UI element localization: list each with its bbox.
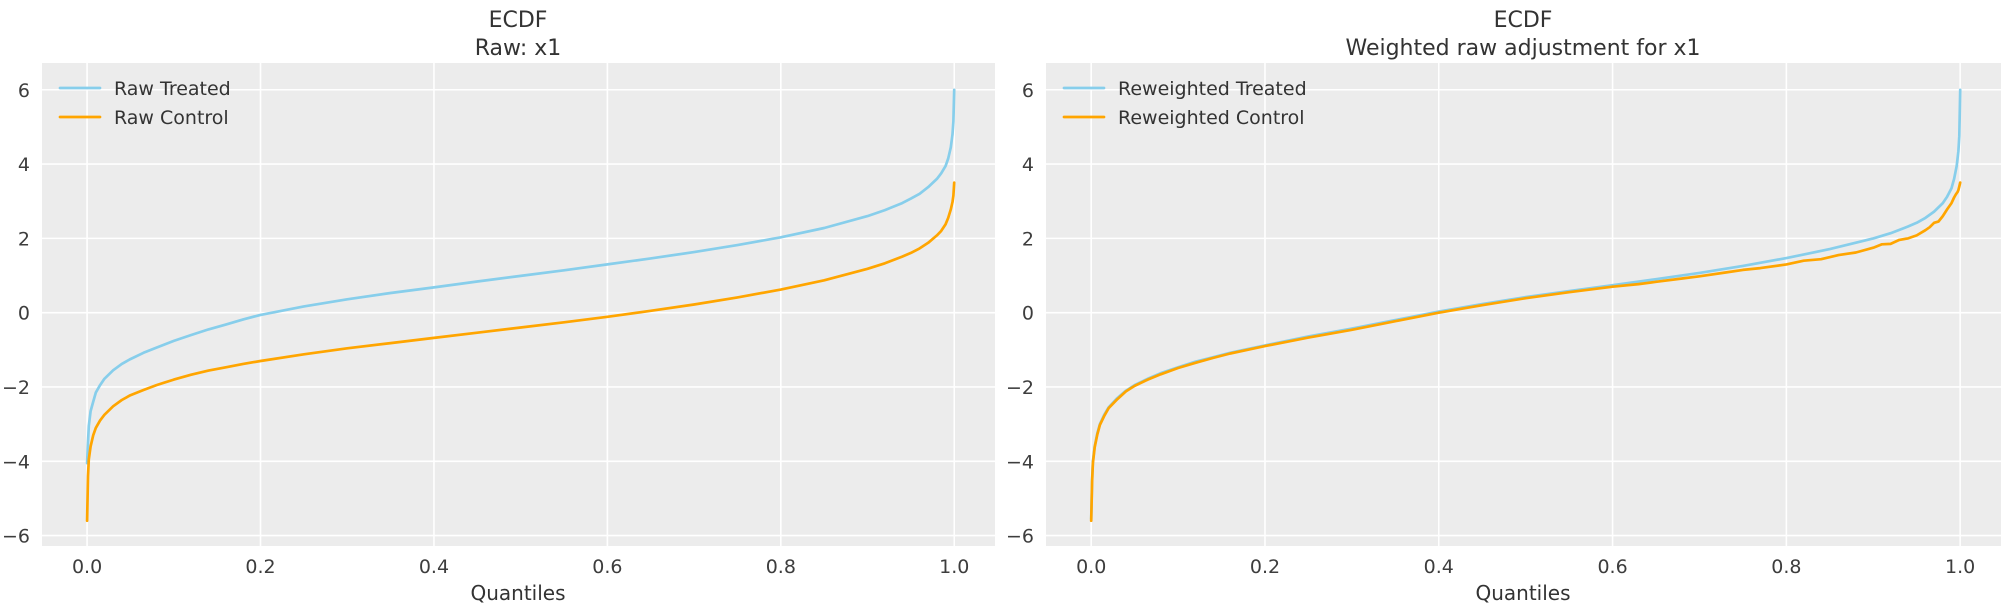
right-x-tick-label: 1.0: [1945, 556, 1975, 578]
legend-label-raw-control: Raw Control: [114, 107, 229, 129]
left-y-tick-label: −2: [2, 377, 30, 399]
left-x-tick-label: 0.6: [592, 556, 622, 578]
right-y-tick-label: −2: [1006, 377, 1034, 399]
left-x-tick-label: 0.0: [72, 556, 102, 578]
right-y-tick-label: 2: [1022, 228, 1034, 250]
legend-label-reweighted-treated: Reweighted Treated: [1118, 78, 1307, 100]
right-plot-area: [1046, 63, 2001, 546]
right-chart-title-line2: Weighted raw adjustment for x1: [1345, 36, 1700, 61]
right-x-tick-label: 0.8: [1771, 556, 1801, 578]
series-reweighted-control: [1089, 181, 1962, 523]
left-y-tick-label: −4: [2, 451, 30, 473]
left-y-tick-label: 2: [18, 228, 30, 250]
left-x-tick-label: 0.2: [245, 556, 275, 578]
legend-label-raw-treated: Raw Treated: [114, 78, 231, 100]
right-x-tick-label: 0.4: [1424, 556, 1454, 578]
legend-label-reweighted-control: Reweighted Control: [1118, 107, 1305, 129]
left-x-axis-label: Quantiles: [470, 581, 565, 605]
left-x-tick-label: 0.8: [766, 556, 796, 578]
right-x-tick-label: 0.0: [1076, 556, 1106, 578]
left-chart-title-line2: Raw: x1: [475, 36, 562, 61]
right-y-tick-label: 6: [1022, 80, 1034, 102]
left-x-tick-label: 1.0: [939, 556, 969, 578]
right-y-tick-label: 4: [1022, 154, 1034, 176]
left-y-tick-label: 0: [18, 303, 30, 325]
series-raw-control: [85, 181, 956, 523]
right-x-axis-label: Quantiles: [1475, 581, 1570, 605]
right-x-tick-label: 0.6: [1597, 556, 1627, 578]
left-y-tick-label: −6: [2, 526, 30, 548]
right-x-tick-label: 0.2: [1250, 556, 1280, 578]
right-chart-title-line1: ECDF: [1494, 8, 1553, 33]
right-y-tick-label: −6: [1006, 526, 1034, 548]
charts-layer: 0.0 0.2 0.4 0.6 0.8 1.0 6 4 2 0 −2 −4 −6 Raw Treated R…: [2, 63, 2001, 578]
left-chart-title-line1: ECDF: [489, 8, 548, 33]
series-raw-treated: [85, 88, 956, 465]
left-y-tick-label: 6: [18, 80, 30, 102]
right-y-tick-label: 0: [1022, 303, 1034, 325]
left-plot-area: [42, 63, 995, 546]
left-y-tick-label: 4: [18, 154, 30, 176]
left-x-tick-label: 0.4: [419, 556, 449, 578]
right-y-tick-label: −4: [1006, 451, 1034, 473]
